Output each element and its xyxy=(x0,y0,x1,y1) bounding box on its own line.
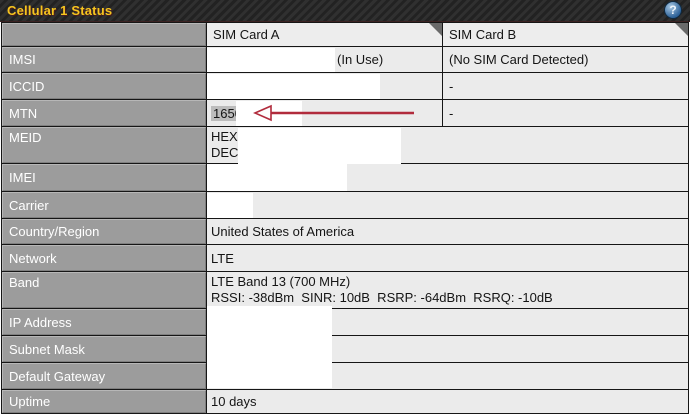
table-row-carrier: Carrier xyxy=(2,192,688,219)
network-value-cell: LTE xyxy=(207,245,688,271)
redaction-box-carrier xyxy=(207,193,253,218)
tab-corner-decoration xyxy=(675,23,688,36)
annotation-arrow xyxy=(253,104,414,122)
tab-sim-card-b-label: SIM Card B xyxy=(449,27,517,42)
row-label-band: Band xyxy=(2,272,207,308)
band-signal-metrics: RSSI: -38dBm SINR: 10dB RSRP: -64dBm RSR… xyxy=(211,290,553,305)
row-label-imei: IMEI xyxy=(2,164,207,191)
row-label-subnet-mask: Subnet Mask xyxy=(2,336,207,362)
mtn-value: 1650 xyxy=(211,105,244,121)
table-row-country: Country/Region United States of America xyxy=(2,219,688,245)
row-label-carrier: Carrier xyxy=(2,192,207,218)
redaction-box-meid xyxy=(238,128,401,164)
uptime-value-cell: 10 days xyxy=(207,390,688,413)
meid-hex-label: HEX: xyxy=(211,129,242,144)
iccid-sim-b-cell: - xyxy=(443,73,688,99)
table-row-band: Band LTE Band 13 (700 MHz) RSSI: -38dBm … xyxy=(2,272,688,309)
table-row-imsi: IMSI (In Use) (No SIM Card Detected) xyxy=(2,47,688,73)
imsi-sim-b-cell: (No SIM Card Detected) xyxy=(443,47,688,72)
mtn-sim-b-cell: - xyxy=(443,100,688,126)
table-row-uptime: Uptime 10 days xyxy=(2,390,688,413)
carrier-value-cell xyxy=(207,192,688,218)
row-label-iccid: ICCID xyxy=(2,73,207,99)
redaction-box-iccid xyxy=(207,74,380,99)
redaction-box-imsi xyxy=(207,48,335,72)
band-value-cell: LTE Band 13 (700 MHz) RSSI: -38dBm SINR:… xyxy=(207,272,688,308)
table-row-ip-address: IP Address xyxy=(2,309,688,336)
tab-header-row: SIM Card A SIM Card B xyxy=(2,23,688,47)
band-name: LTE Band 13 (700 MHz) xyxy=(211,274,351,289)
tab-sim-card-a-label: SIM Card A xyxy=(213,27,280,42)
redaction-box-imei xyxy=(207,164,347,191)
table-row-default-gateway: Default Gateway xyxy=(2,363,688,390)
row-label-meid: MEID xyxy=(2,127,207,163)
page-title: Cellular 1 Status xyxy=(7,3,113,18)
table-row-subnet-mask: Subnet Mask xyxy=(2,336,688,363)
table-row-network: Network LTE xyxy=(2,245,688,272)
corner-cell xyxy=(2,23,207,46)
tab-sim-card-a[interactable]: SIM Card A xyxy=(207,23,443,46)
redaction-box-ip-block xyxy=(207,306,332,388)
row-label-imsi: IMSI xyxy=(2,47,207,72)
panel-titlebar: Cellular 1 Status ? xyxy=(0,0,690,22)
row-label-mtn: MTN xyxy=(2,100,207,126)
row-label-default-gateway: Default Gateway xyxy=(2,363,207,389)
tab-corner-decoration xyxy=(429,23,442,36)
help-icon[interactable]: ? xyxy=(664,1,682,19)
row-label-ip-address: IP Address xyxy=(2,309,207,335)
country-value-cell: United States of America xyxy=(207,219,688,244)
row-label-network: Network xyxy=(2,245,207,271)
meid-dec-label: DEC: xyxy=(211,145,243,160)
row-label-uptime: Uptime xyxy=(2,390,207,413)
row-label-country: Country/Region xyxy=(2,219,207,244)
imsi-in-use-note: (In Use) xyxy=(337,52,384,67)
tab-sim-card-b[interactable]: SIM Card B xyxy=(443,23,688,46)
